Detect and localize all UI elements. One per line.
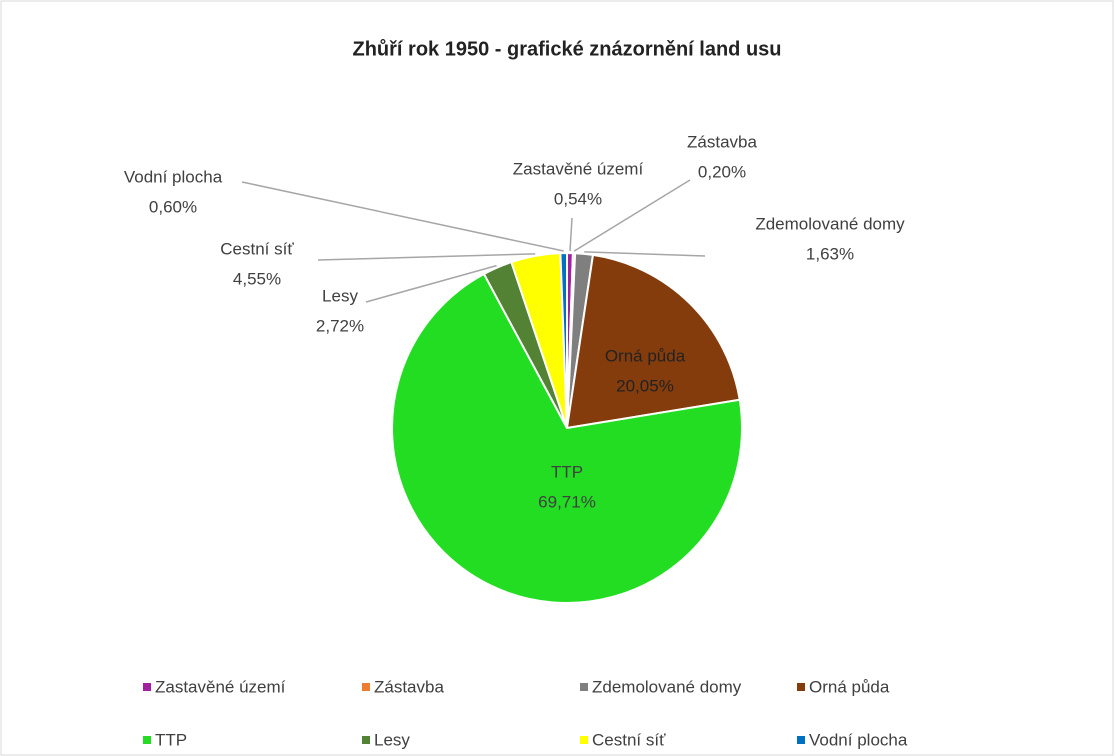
- legend-label: Zástavba: [374, 677, 444, 696]
- data-label: 69,71%: [538, 492, 596, 511]
- legend-marker: [362, 736, 370, 744]
- leader-line: [573, 179, 691, 252]
- pie-slice: [559, 251, 568, 429]
- data-label-name: Zastavěné území: [513, 159, 644, 178]
- legend-label: Cestní síť: [592, 730, 666, 749]
- data-label: 2,72%: [316, 316, 364, 335]
- chart-title: Zhůří rok 1950 - grafické znázornění lan…: [353, 38, 782, 60]
- legend-marker: [797, 736, 805, 744]
- legend-label: Orná půda: [809, 677, 890, 696]
- data-label: 1,63%: [806, 244, 854, 263]
- data-label: 0,60%: [149, 197, 197, 216]
- leader-line: [569, 217, 573, 252]
- data-label: 4,55%: [233, 269, 281, 288]
- legend-marker: [143, 683, 151, 691]
- leader-line: [241, 181, 564, 252]
- data-label: 0,54%: [554, 189, 602, 208]
- legend-marker: [580, 736, 588, 744]
- legend-label: TTP: [155, 730, 187, 749]
- legend-marker: [143, 736, 151, 744]
- legend-label: Vodní plocha: [809, 730, 908, 749]
- leader-line: [584, 251, 706, 257]
- data-label-name: Zdemolované domy: [755, 214, 905, 233]
- data-label-name: Zástavba: [687, 132, 757, 151]
- data-label-name: Orná půda: [605, 346, 686, 365]
- data-label: 0,20%: [698, 162, 746, 181]
- pie-slice: [565, 253, 741, 430]
- data-label-name: Lesy: [322, 286, 358, 305]
- legend-label: Lesy: [374, 730, 410, 749]
- legend-label: Zastavěné území: [155, 677, 286, 696]
- legend-label: Zdemolované domy: [592, 677, 742, 696]
- data-label-name: Cestní síť: [220, 239, 294, 258]
- legend-marker: [580, 683, 588, 691]
- legend-marker: [797, 683, 805, 691]
- leader-line: [365, 264, 497, 303]
- data-label: 20,05%: [616, 376, 674, 395]
- leader-line: [317, 253, 536, 261]
- legend-marker: [362, 683, 370, 691]
- pie-slice: [391, 272, 743, 604]
- data-label-name: Vodní plocha: [124, 167, 223, 186]
- data-label-name: TTP: [551, 462, 583, 481]
